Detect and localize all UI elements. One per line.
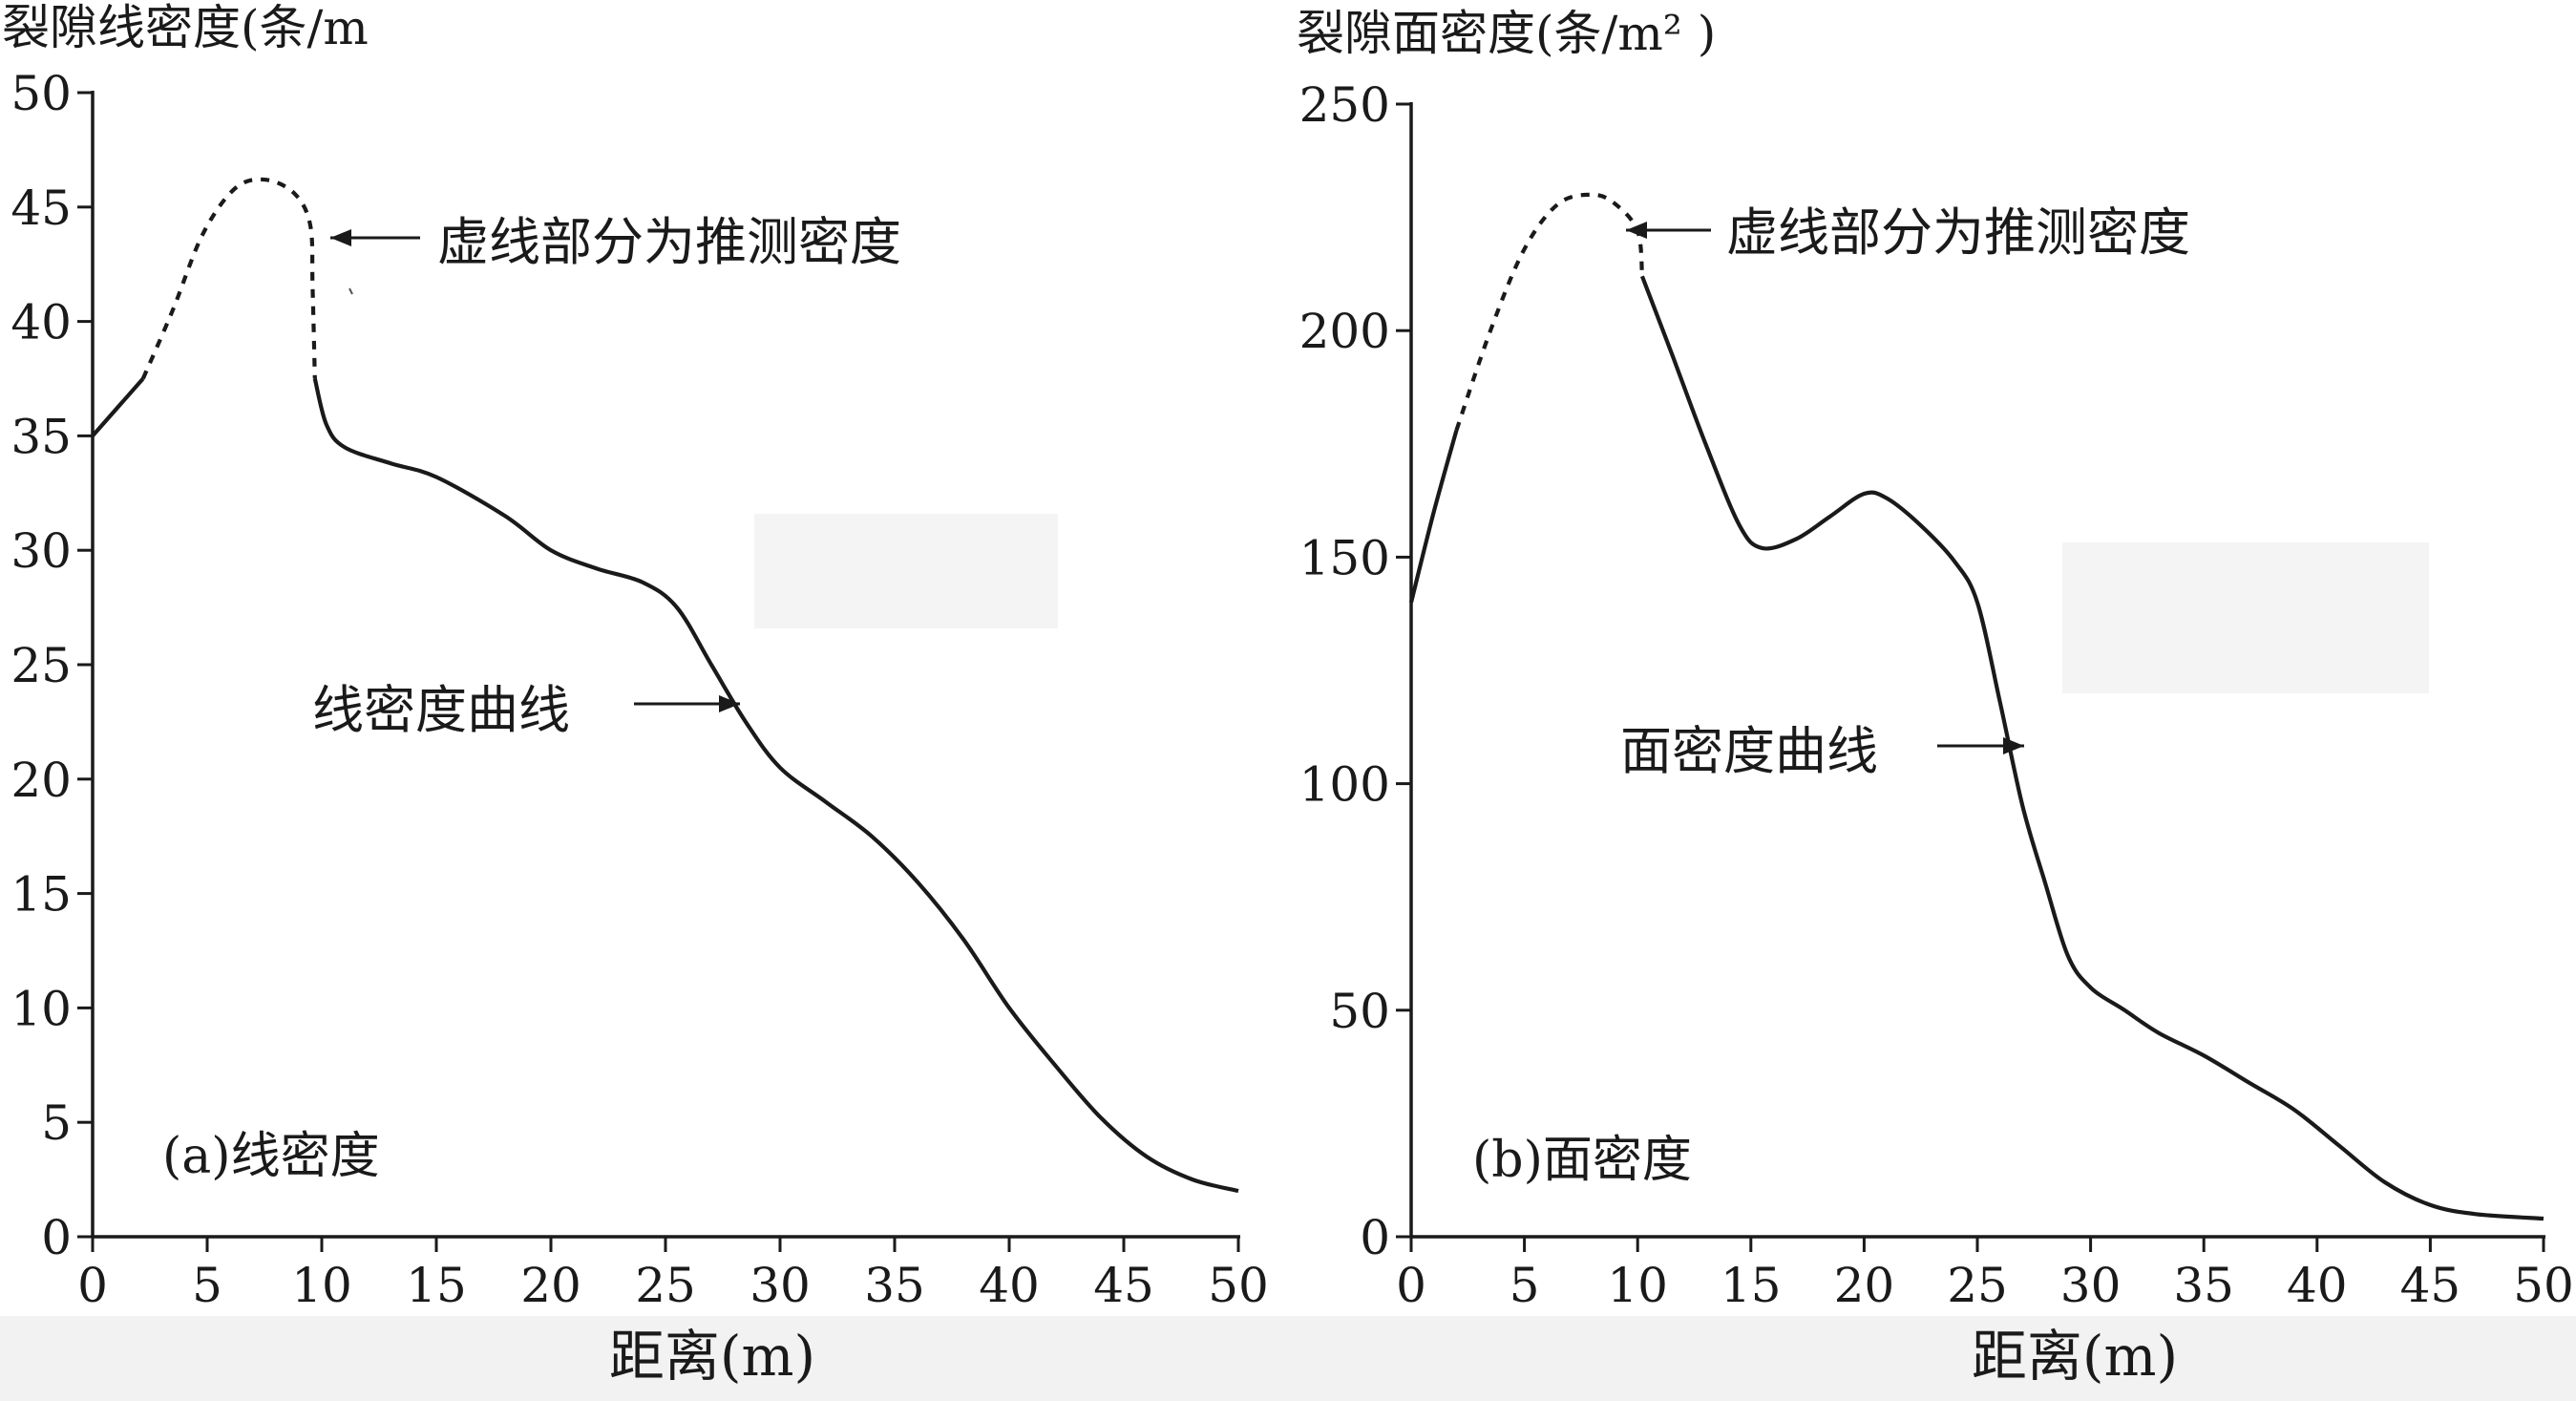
x-axis-label: 距离(m) (609, 1324, 815, 1389)
bottom-band (0, 1316, 2576, 1401)
x-tick-label: 50 (1208, 1258, 1269, 1313)
x-tick-label: 40 (979, 1258, 1040, 1313)
x-tick-label: 20 (1834, 1258, 1895, 1313)
series-line-solid-2 (312, 377, 1239, 1194)
x-tick-label: 50 (2513, 1258, 2574, 1313)
x-tick-label: 25 (635, 1258, 696, 1313)
x-tick-label: 0 (1396, 1258, 1426, 1313)
annotation-arrowhead (330, 229, 351, 246)
y-tick-label: 0 (1360, 1210, 1390, 1265)
x-tick-label: 30 (750, 1258, 811, 1313)
annotation-arrowhead (2003, 737, 2024, 754)
annotation-label: 虚线部分为推测密度 (437, 212, 901, 272)
y-tick-label: 0 (41, 1210, 72, 1265)
annotation-label: 线密度曲线 (312, 680, 570, 740)
series-line-dashed-1 (1454, 192, 1645, 432)
series-line-solid-2 (1639, 275, 2544, 1221)
series-line-dashed-1 (140, 177, 317, 380)
series-line-solid-0 (1408, 430, 1459, 604)
annotation-label: 虚线部分为推测密度 (1726, 202, 2190, 263)
chart-panel-b: 0 50 100 150 200 250 0 5 10 15 20 25 30 35 40 45 50 裂隙面密度… (1297, 6, 2574, 1389)
x-tick-label: 5 (1510, 1258, 1540, 1313)
y-tick-label: 30 (11, 523, 72, 579)
y-tick-label: 5 (41, 1095, 72, 1151)
y-tick-label: 150 (1299, 530, 1390, 585)
blank-patch (754, 514, 1058, 628)
y-tick-label: 250 (1299, 77, 1390, 133)
y-axis-label: 裂隙面密度(条/m² ) (1297, 6, 1716, 61)
y-tick-label: 35 (11, 409, 72, 464)
y-tick-label: 40 (11, 295, 72, 350)
x-axis-label: 距离(m) (1972, 1324, 2178, 1389)
y-tick-label: 50 (1329, 984, 1390, 1039)
y-tick-label: 200 (1299, 304, 1390, 359)
x-tick-label: 15 (1721, 1258, 1782, 1313)
panel-label: (a)线密度 (162, 1128, 380, 1185)
y-tick-label: 100 (1299, 757, 1390, 813)
annotation-arrowhead (719, 695, 740, 712)
panel-label: (b)面密度 (1472, 1132, 1692, 1189)
x-tick-label: 45 (2400, 1258, 2461, 1313)
x-tick-label: 0 (77, 1258, 108, 1313)
x-tick-label: 10 (291, 1258, 352, 1313)
y-tick-label: 25 (11, 638, 72, 693)
blank-patch (2062, 542, 2429, 693)
annotation-arrowhead (1626, 222, 1647, 239)
series-line-solid-0 (91, 377, 145, 437)
x-tick-label: 5 (192, 1258, 222, 1313)
x-tick-label: 40 (2287, 1258, 2348, 1313)
y-tick-label: 15 (11, 867, 72, 923)
x-tick-label: 20 (520, 1258, 581, 1313)
y-tick-label: 10 (11, 981, 72, 1036)
x-tick-label: 15 (406, 1258, 467, 1313)
y-axis-label: 裂隙线密度(条/m (2, 0, 369, 55)
chart-panel-a: 0 5 10 15 20 25 30 35 40 45 50 0 5 10 15 20 25 30 35 40 45 50… (2, 0, 1269, 1389)
x-tick-label: 30 (2060, 1258, 2122, 1313)
y-tick-label: 45 (11, 180, 72, 236)
x-tick-label: 10 (1607, 1258, 1668, 1313)
x-tick-label: 25 (1947, 1258, 2008, 1313)
x-tick-label: 35 (864, 1258, 925, 1313)
x-tick-label: 35 (2173, 1258, 2234, 1313)
annotation-label: 面密度曲线 (1620, 721, 1878, 781)
y-tick-label: 20 (11, 753, 72, 808)
x-tick-label: 45 (1093, 1258, 1154, 1313)
stray-mark (348, 287, 353, 295)
y-tick-label: 50 (11, 66, 72, 121)
